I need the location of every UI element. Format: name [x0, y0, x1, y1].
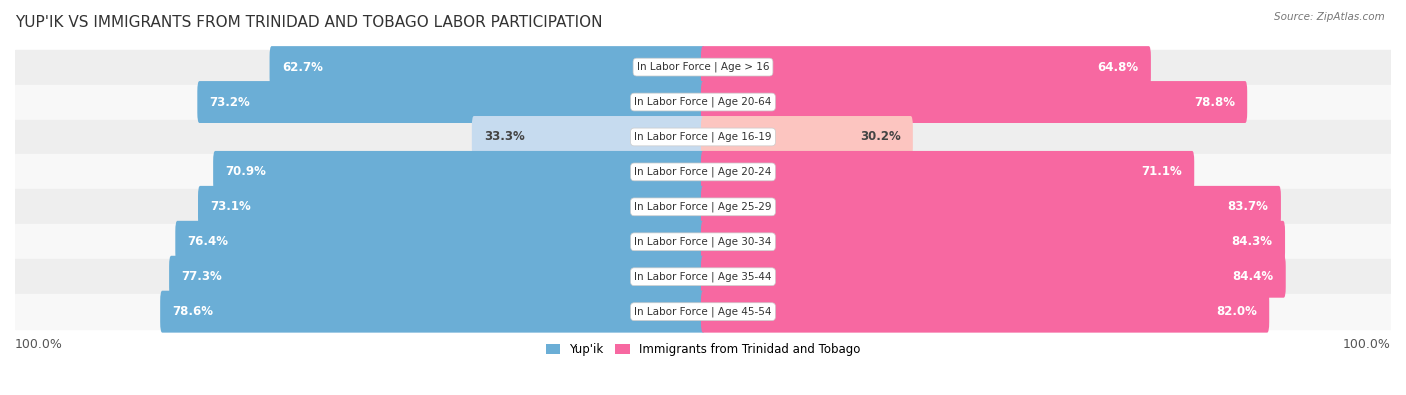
Text: In Labor Force | Age 45-54: In Labor Force | Age 45-54 [634, 307, 772, 317]
Text: 83.7%: 83.7% [1227, 200, 1268, 213]
Text: In Labor Force | Age 35-44: In Labor Force | Age 35-44 [634, 271, 772, 282]
Text: 30.2%: 30.2% [859, 130, 900, 143]
Text: Source: ZipAtlas.com: Source: ZipAtlas.com [1274, 12, 1385, 22]
Text: In Labor Force | Age 20-64: In Labor Force | Age 20-64 [634, 97, 772, 107]
FancyBboxPatch shape [214, 151, 704, 193]
FancyBboxPatch shape [702, 256, 1285, 298]
Bar [15, 189, 1391, 224]
Text: 64.8%: 64.8% [1097, 60, 1139, 73]
Bar [15, 259, 1391, 294]
FancyBboxPatch shape [160, 291, 704, 333]
Bar [15, 85, 1391, 120]
Text: 82.0%: 82.0% [1216, 305, 1257, 318]
Text: 84.4%: 84.4% [1232, 270, 1274, 283]
Text: 33.3%: 33.3% [484, 130, 524, 143]
Text: 73.2%: 73.2% [209, 96, 250, 109]
Text: 70.9%: 70.9% [225, 166, 266, 179]
FancyBboxPatch shape [702, 221, 1285, 263]
FancyBboxPatch shape [702, 116, 912, 158]
Text: In Labor Force | Age 20-24: In Labor Force | Age 20-24 [634, 167, 772, 177]
FancyBboxPatch shape [198, 186, 704, 228]
Text: 73.1%: 73.1% [211, 200, 252, 213]
FancyBboxPatch shape [270, 46, 704, 88]
Legend: Yup'ik, Immigrants from Trinidad and Tobago: Yup'ik, Immigrants from Trinidad and Tob… [546, 343, 860, 356]
Text: 77.3%: 77.3% [181, 270, 222, 283]
Bar [15, 224, 1391, 259]
Bar [15, 50, 1391, 85]
Text: 100.0%: 100.0% [15, 338, 63, 351]
Text: YUP'IK VS IMMIGRANTS FROM TRINIDAD AND TOBAGO LABOR PARTICIPATION: YUP'IK VS IMMIGRANTS FROM TRINIDAD AND T… [15, 15, 603, 30]
Text: 78.8%: 78.8% [1194, 96, 1234, 109]
Text: In Labor Force | Age > 16: In Labor Force | Age > 16 [637, 62, 769, 72]
Text: In Labor Force | Age 30-34: In Labor Force | Age 30-34 [634, 237, 772, 247]
Text: In Labor Force | Age 16-19: In Labor Force | Age 16-19 [634, 132, 772, 142]
FancyBboxPatch shape [472, 116, 704, 158]
Bar [15, 154, 1391, 189]
FancyBboxPatch shape [702, 291, 1270, 333]
Text: 71.1%: 71.1% [1142, 166, 1182, 179]
Bar [15, 120, 1391, 154]
FancyBboxPatch shape [702, 151, 1194, 193]
FancyBboxPatch shape [702, 81, 1247, 123]
Text: 76.4%: 76.4% [187, 235, 229, 248]
FancyBboxPatch shape [702, 46, 1152, 88]
Text: 100.0%: 100.0% [1343, 338, 1391, 351]
Text: 62.7%: 62.7% [283, 60, 323, 73]
FancyBboxPatch shape [176, 221, 704, 263]
FancyBboxPatch shape [197, 81, 704, 123]
Text: 84.3%: 84.3% [1232, 235, 1272, 248]
Text: 78.6%: 78.6% [173, 305, 214, 318]
Bar [15, 294, 1391, 329]
FancyBboxPatch shape [169, 256, 704, 298]
Text: In Labor Force | Age 25-29: In Labor Force | Age 25-29 [634, 201, 772, 212]
FancyBboxPatch shape [702, 186, 1281, 228]
